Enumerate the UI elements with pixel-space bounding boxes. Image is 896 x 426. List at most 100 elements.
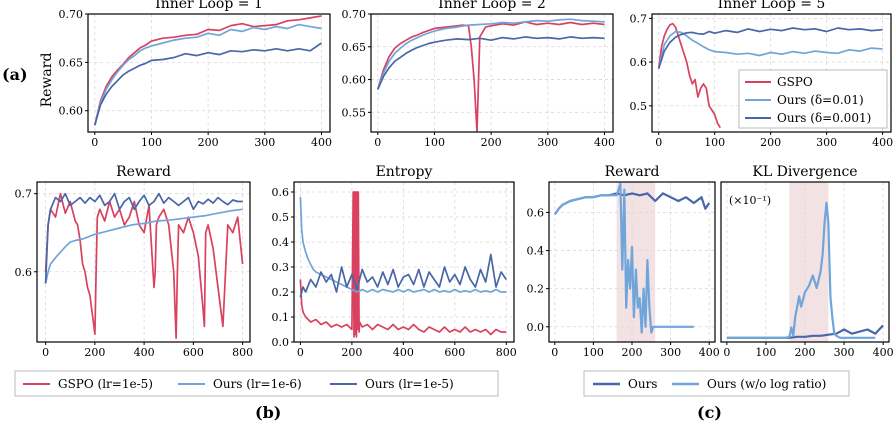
- x-tick-label: 300: [537, 136, 558, 149]
- legend-b: GSPO (lr=1e-5) Ours (lr=1e-6) Ours (lr=1…: [14, 370, 499, 397]
- series-line-ours_light: [376, 18, 605, 90]
- x-tick-label: 400: [699, 346, 720, 359]
- chart-c1: 0 100 200 300 400 0.0 0.2 0.4 0.6 Reward: [527, 164, 720, 359]
- y-tick-label: 0.6: [15, 266, 33, 279]
- x-tick-label: 400: [873, 346, 894, 359]
- chart-title: Inner Loop = 2: [438, 0, 546, 12]
- series-line-ours_dark: [299, 253, 507, 298]
- series-line-ours_light: [657, 30, 883, 69]
- x-tick-label: 0: [297, 346, 304, 359]
- x-tick-label: 400: [134, 346, 155, 359]
- legend-a-label: GSPO: [777, 75, 813, 89]
- x-tick-label: 0: [723, 346, 730, 359]
- y-tick-label: 0.7: [630, 12, 648, 25]
- x-tick-label: 800: [232, 346, 253, 359]
- x-tick-label: 400: [872, 136, 893, 149]
- x-tick-label: 400: [594, 136, 615, 149]
- y-tick-label: 0.5: [630, 100, 648, 113]
- plot-frame: [370, 13, 614, 133]
- plot-frame: [87, 13, 331, 133]
- panel-label-b: (b): [255, 403, 281, 422]
- legend-b-label-3: Ours (lr=1e-5): [365, 377, 454, 391]
- chart-title: Reward: [116, 164, 171, 180]
- chart-b1: 0 200 400 600 800 0.6 0.7 Reward: [15, 164, 254, 359]
- y-tick-label: 0.1: [272, 311, 290, 324]
- plot-frame: [36, 181, 251, 343]
- legend-c-label-1: Ours: [628, 377, 657, 391]
- y-tick-label: 0.4: [272, 236, 290, 249]
- chart-a1: 0 100 200 300 400 0.60 0.65 0.70 Inner Loop = 1: [59, 0, 332, 149]
- panel-label-c: (c): [697, 403, 722, 422]
- x-tick-label: 300: [816, 136, 837, 149]
- panel-label-a: (a): [2, 65, 28, 84]
- legend-c: Ours Ours (w/o log ratio): [583, 370, 850, 397]
- x-tick-label: 200: [84, 346, 105, 359]
- series-line-ours_light: [93, 23, 322, 126]
- legend-a-label: Ours (δ=0.001): [777, 111, 871, 125]
- x-tick-label: 0: [374, 136, 381, 149]
- plot-frame: [293, 181, 515, 343]
- series-line-ours_light: [726, 201, 876, 339]
- series-line-ours_dark: [377, 36, 605, 90]
- y-tick-label: 0.2: [272, 286, 290, 299]
- y-tick-label: 0.0: [527, 321, 545, 334]
- series-line-ours_light: [44, 208, 243, 284]
- y-tick-label: 0.70: [59, 8, 84, 21]
- series-line-ours_dark: [93, 42, 322, 126]
- chart-b2: 0 200 400 600 800 0.0 0.1 0.2 0.3 0.4 0.5 0.6 Entrop…: [272, 164, 517, 359]
- series-line-ours_light: [553, 182, 694, 334]
- legend-c-frame: [583, 370, 850, 397]
- chart-title: Entropy: [376, 164, 433, 180]
- y-tick-label: 0.0: [272, 336, 290, 349]
- y-tick-label: 0.60: [59, 105, 84, 118]
- x-tick-label: 200: [481, 136, 502, 149]
- legend-c-label-2: Ours (w/o log ratio): [707, 377, 826, 391]
- series-line-gspo: [657, 22, 722, 129]
- legend-b-label-1: GSPO (lr=1e-5): [58, 377, 153, 391]
- x-tick-label: 100: [583, 346, 604, 359]
- plot-frame: [548, 181, 716, 343]
- x-tick-label: 100: [704, 136, 725, 149]
- row-a-y-axis-label: Reward: [39, 53, 55, 108]
- plot-frame: [651, 13, 892, 133]
- x-tick-label: 200: [198, 136, 219, 149]
- x-tick-label: 400: [393, 346, 414, 359]
- series-line-gspo: [93, 15, 322, 126]
- x-tick-label: 0: [91, 136, 98, 149]
- legend-a-label: Ours (δ=0.01): [777, 93, 864, 107]
- x-tick-label: 300: [834, 346, 855, 359]
- x-tick-label: 600: [444, 346, 465, 359]
- y-tick-label: 0.70: [342, 8, 367, 21]
- scale-annotation: (×10⁻¹): [729, 194, 771, 207]
- x-tick-label: 100: [141, 136, 162, 149]
- x-tick-label: 800: [496, 346, 517, 359]
- y-tick-label: 0.65: [59, 56, 84, 69]
- x-tick-label: 300: [254, 136, 275, 149]
- y-tick-label: 0.55: [342, 106, 367, 119]
- legend-b-label-2: Ours (lr=1e-6): [213, 377, 302, 391]
- y-tick-label: 0.65: [342, 41, 367, 54]
- y-tick-label: 0.60: [342, 74, 367, 87]
- y-tick-label: 0.6: [272, 186, 290, 199]
- y-tick-label: 0.7: [15, 188, 33, 201]
- x-tick-label: 0: [655, 136, 662, 149]
- x-tick-label: 200: [795, 346, 816, 359]
- y-tick-label: 0.5: [272, 211, 290, 224]
- x-tick-label: 200: [341, 346, 362, 359]
- series-line-gspo: [44, 192, 244, 339]
- y-tick-label: 0.2: [527, 283, 545, 296]
- legend-a: GSPO Ours (δ=0.01) Ours (δ=0.001): [738, 69, 888, 129]
- x-tick-label: 100: [755, 346, 776, 359]
- chart-title: Inner Loop = 5: [718, 0, 826, 12]
- y-tick-label: 0.4: [527, 245, 545, 258]
- chart-a3: 0 100 200 300 400 0.5 0.6 0.7 Inner Loop = 5 GSPO…: [630, 0, 894, 149]
- chart-c2: 0 100 200 300 400 KL Divergence (×10⁻¹): [720, 164, 894, 359]
- x-tick-label: 600: [183, 346, 204, 359]
- chart-title: KL Divergence: [752, 164, 857, 180]
- chart-title: Inner Loop = 1: [155, 0, 263, 12]
- series-line-ours_dark: [657, 27, 883, 69]
- series-line-ours_dark: [44, 192, 243, 284]
- series-line-ours_light: [299, 196, 507, 293]
- x-tick-label: 200: [760, 136, 781, 149]
